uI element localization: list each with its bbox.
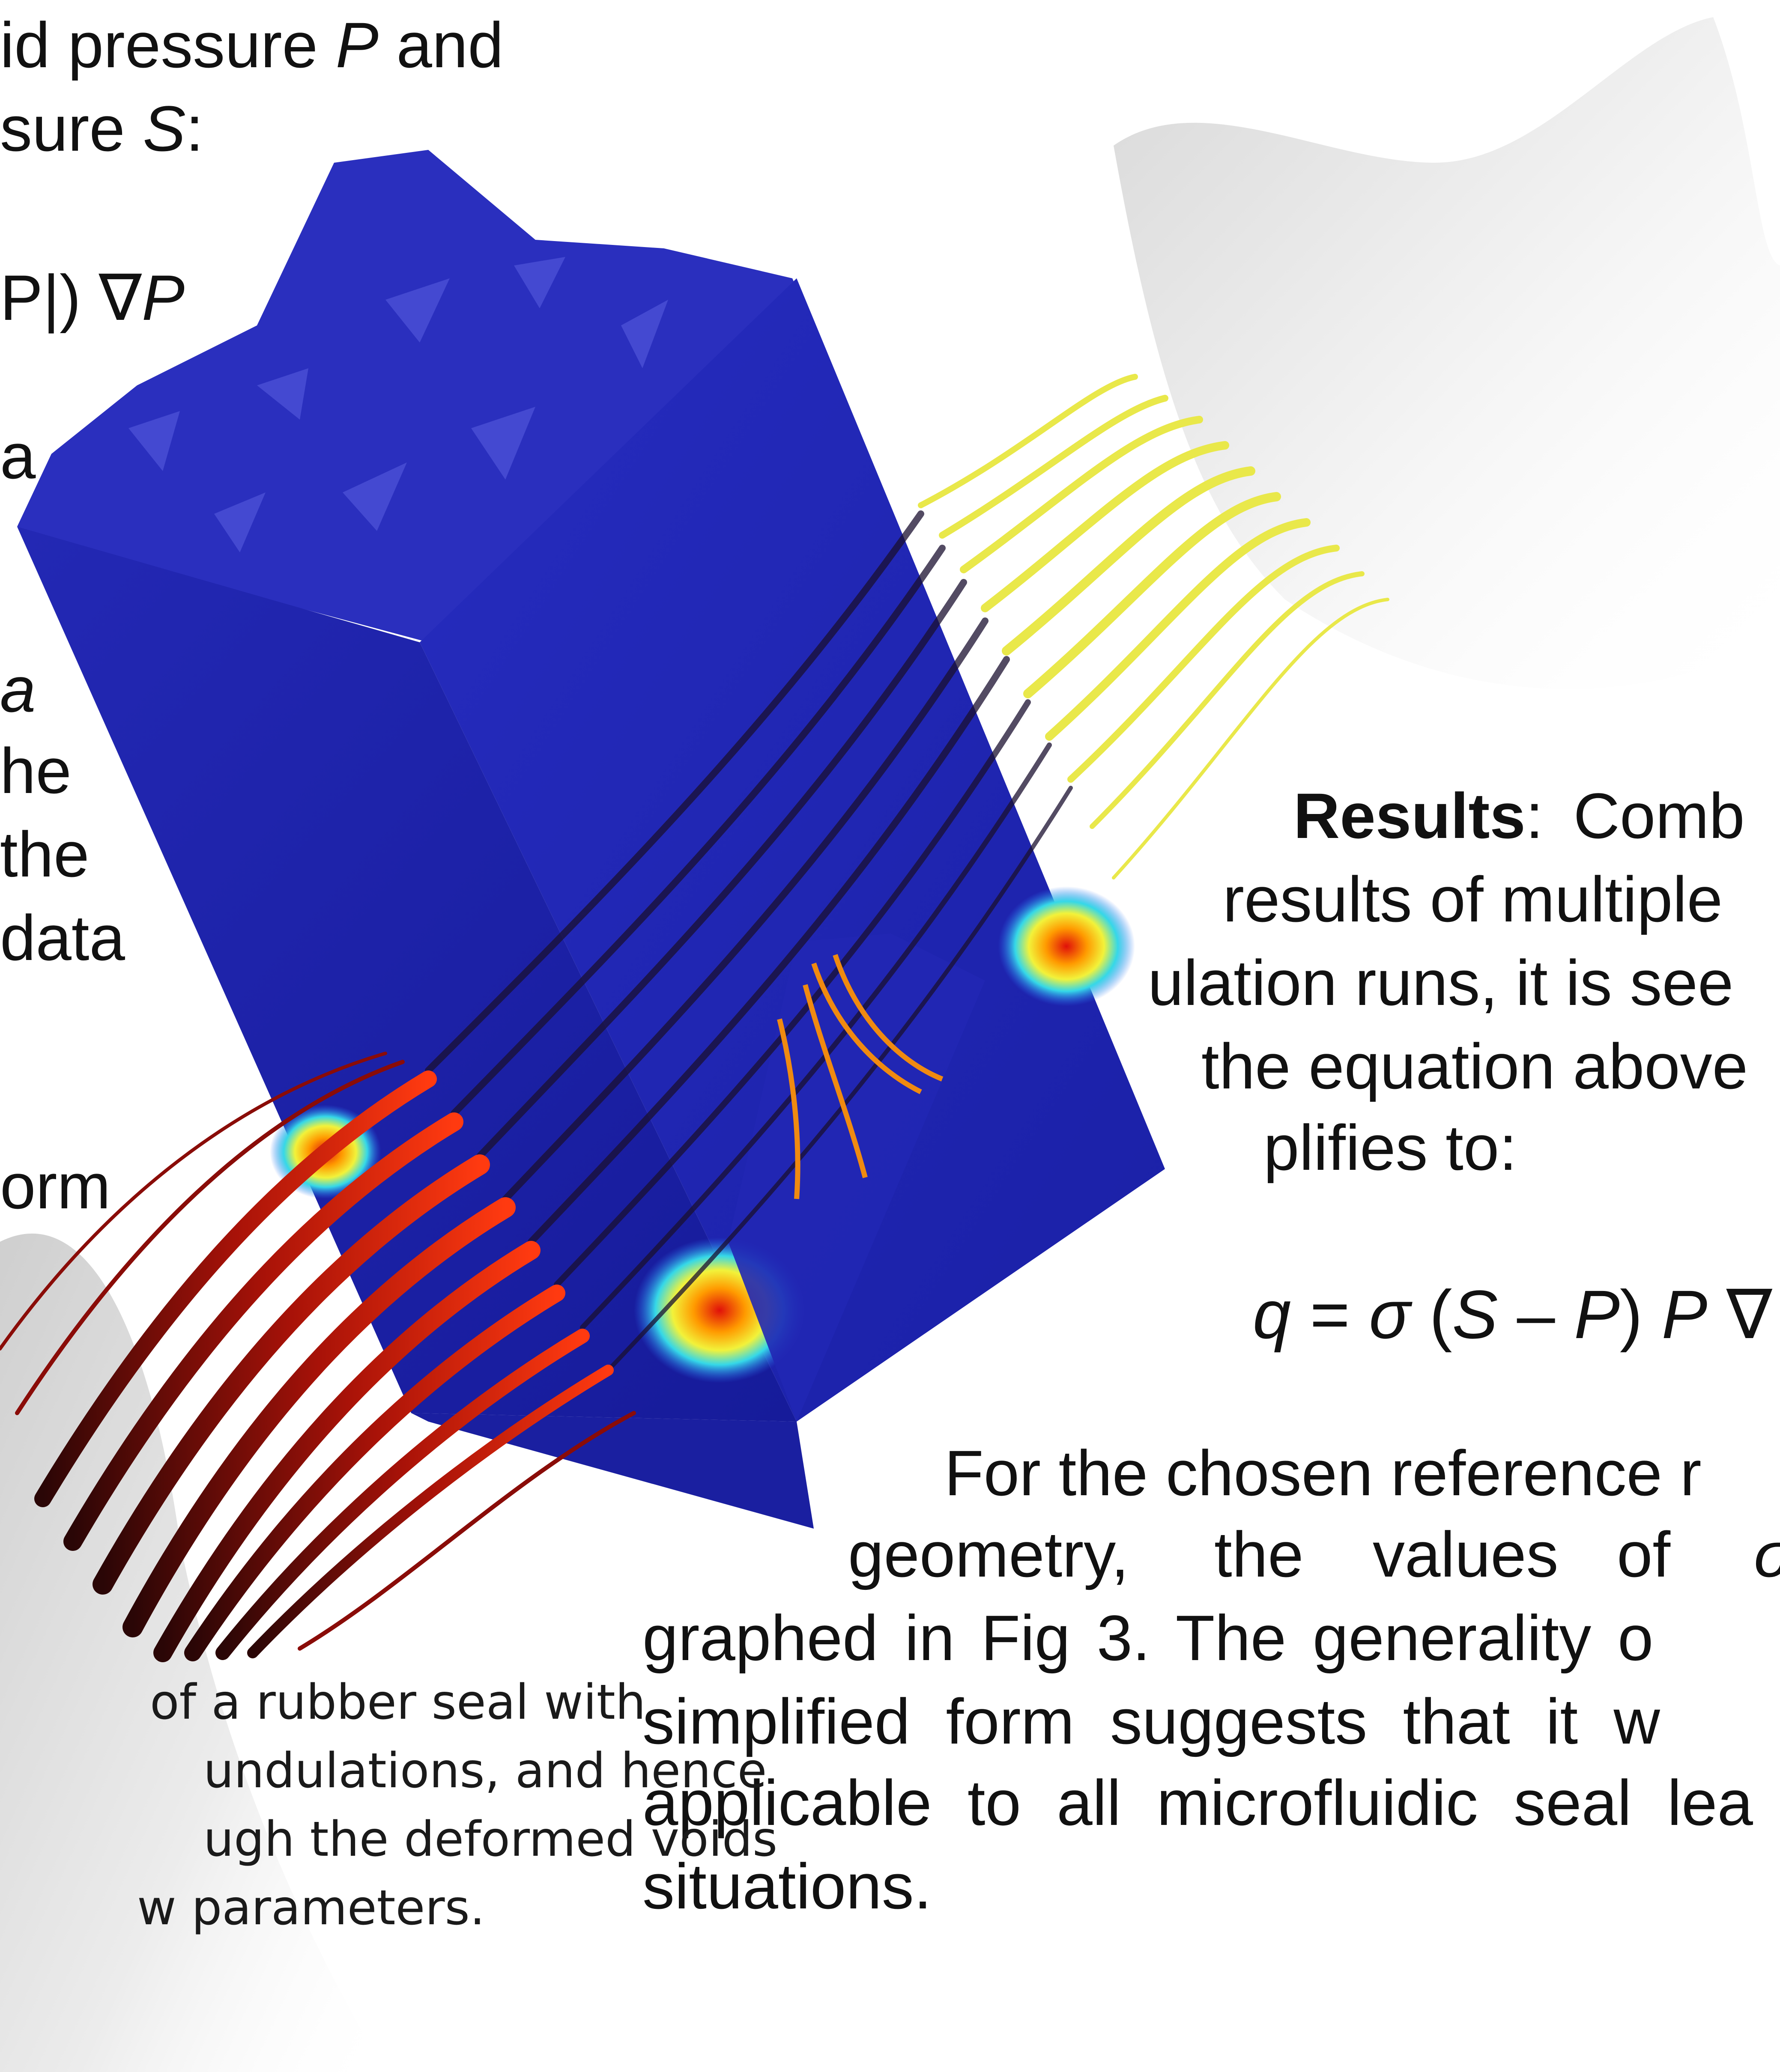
results-label: Results xyxy=(1293,780,1526,852)
closing-line2-e: σ xyxy=(1754,1522,1780,1586)
closing-line6: situations. xyxy=(642,1850,932,1922)
left-equation-fragment: P|) ∇P xyxy=(0,265,185,330)
eq-open: ( xyxy=(1410,1276,1452,1353)
eq-equals: = xyxy=(1290,1276,1369,1353)
closing-line2-b: the xyxy=(1214,1518,1304,1590)
results-line2: results of multiple xyxy=(1223,863,1723,935)
results-colon: : xyxy=(1525,780,1544,852)
left-equation-var: P xyxy=(141,262,185,334)
closing-line2-c: values xyxy=(1373,1518,1559,1590)
left-text-he: he xyxy=(0,735,72,807)
eq-nabla: ∇ xyxy=(1707,1276,1772,1353)
results-line1: Results: Comb xyxy=(1293,784,1745,848)
eq-P2: P xyxy=(1661,1276,1708,1353)
left-text-a: a xyxy=(0,420,36,492)
left-text-line1: id pressure P and xyxy=(0,13,504,77)
block-left-face xyxy=(17,527,797,1422)
closing-line4: simplified form suggests that it w xyxy=(642,1685,1660,1757)
left-text-line2-post: : xyxy=(185,92,204,164)
left-text-line2: sure S: xyxy=(0,96,203,161)
closing-line2-d: of xyxy=(1617,1518,1671,1590)
results-line5: plifies to: xyxy=(1263,1112,1517,1184)
caption-line3: ugh the deformed voids xyxy=(203,1812,778,1867)
streamlines-internal xyxy=(425,510,1073,1372)
results-line4: the equation above xyxy=(1201,1030,1748,1102)
left-text-line1-pre: id pressure xyxy=(0,9,336,81)
streamlines-yellow xyxy=(918,374,1389,879)
eq-q: q xyxy=(1253,1276,1291,1353)
left-text-line1-var: P xyxy=(335,9,379,81)
eq-P1: P xyxy=(1574,1276,1620,1353)
results-line1-rest: Comb xyxy=(1573,780,1745,852)
left-equation-pre: P|) ∇ xyxy=(0,262,142,334)
left-text-the: the xyxy=(0,818,90,890)
block-bottom-face xyxy=(411,1413,814,1529)
closing-line3: graphed in Fig 3. The generality o xyxy=(642,1602,1654,1674)
streamlines-orange xyxy=(777,954,944,1199)
eq-sigma: σ xyxy=(1369,1276,1410,1353)
block-right-face xyxy=(420,278,1165,1422)
simplified-equation: q = σ (S – P) P ∇ xyxy=(1253,1280,1772,1349)
deformed-surface-upper xyxy=(1114,17,1780,689)
closing-line1: For the chosen reference r xyxy=(944,1437,1702,1509)
left-text-line1-post: and xyxy=(378,9,504,81)
closing-line2-a: geometry, xyxy=(848,1518,1129,1590)
eq-S: S xyxy=(1452,1276,1498,1353)
caption-line4: w parameters. xyxy=(137,1880,485,1936)
eq-minus: – xyxy=(1498,1276,1574,1353)
left-text-data: data xyxy=(0,902,125,974)
left-text-a-italic: a xyxy=(0,653,36,725)
eq-close: ) xyxy=(1619,1276,1662,1353)
hotspot-right xyxy=(998,886,1135,1006)
caption-line2: undulations, and hence xyxy=(203,1743,767,1799)
results-line3: ulation runs, it is see xyxy=(1148,947,1734,1019)
left-text-form: orm xyxy=(0,1150,111,1222)
block-void-cutout xyxy=(728,933,985,1422)
left-text-line2-pre: sure xyxy=(0,92,143,164)
closing-line5: applicable to all microfluidic seal lea xyxy=(642,1767,1753,1839)
streamlines-red xyxy=(0,1052,636,1662)
caption-line1: of a rubber seal with xyxy=(150,1675,646,1730)
left-text-line2-var: S xyxy=(143,92,186,164)
